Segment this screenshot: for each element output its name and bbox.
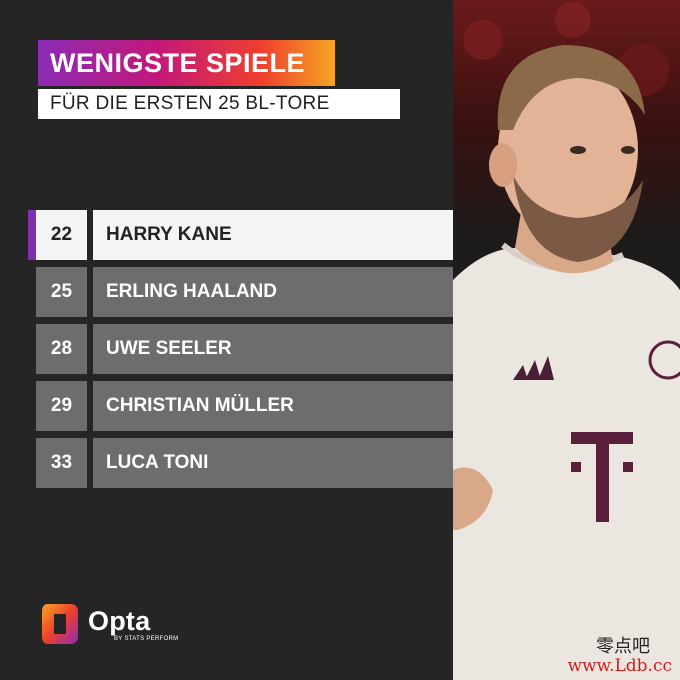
player-name: CHRISTIAN MÜLLER	[93, 381, 453, 431]
games-count: 33	[36, 438, 87, 488]
ranking-row: 25 ERLING HAALAND	[36, 267, 453, 317]
games-count: 25	[36, 267, 87, 317]
player-name: LUCA TONI	[93, 438, 453, 488]
page-subtitle: FÜR DIE ERSTEN 25 BL-TORE	[50, 93, 330, 114]
highlight-accent-bar	[28, 210, 36, 260]
player-name: HARRY KANE	[93, 210, 453, 260]
opta-logo-icon	[42, 604, 78, 644]
ranking-row: 28 UWE SEELER	[36, 324, 453, 374]
player-photo	[453, 0, 680, 680]
page-title: WENIGSTE SPIELE	[50, 47, 306, 78]
watermark-url: www.Ldb.cc	[567, 656, 672, 676]
player-name: UWE SEELER	[93, 324, 453, 374]
games-count: 29	[36, 381, 87, 431]
games-count: 28	[36, 324, 87, 374]
opta-subtext: BY STATS PERFORM	[114, 636, 179, 642]
opta-wordmark: Opta	[88, 606, 151, 636]
ranking-row: 22 HARRY KANE	[28, 210, 453, 260]
games-count: 22	[36, 210, 87, 260]
watermark-chinese: 零点吧	[596, 636, 650, 657]
title-banner: WENIGSTE SPIELE	[38, 40, 335, 86]
player-illustration	[453, 2, 680, 680]
opta-logo: Opta BY STATS PERFORM	[40, 600, 180, 648]
subtitle-banner: FÜR DIE ERSTEN 25 BL-TORE	[38, 89, 400, 119]
ranking-row: 29 CHRISTIAN MÜLLER	[36, 381, 453, 431]
player-name: ERLING HAALAND	[93, 267, 453, 317]
ranking-row: 33 LUCA TONI	[36, 438, 453, 488]
